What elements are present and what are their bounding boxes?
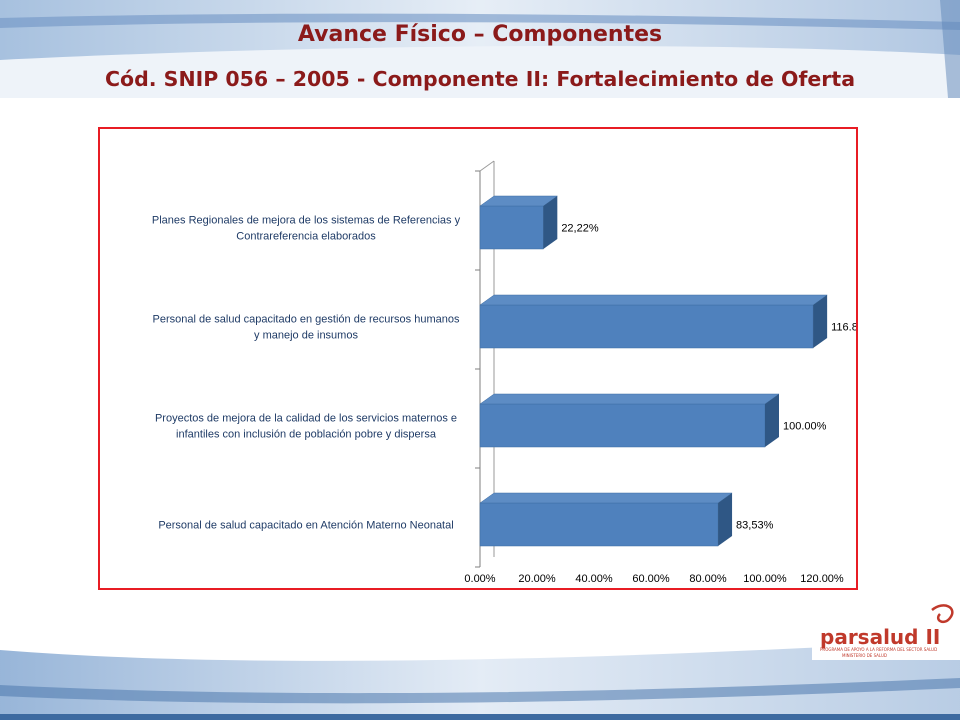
category-label: Personal de salud capacitado en Atención… [158,520,453,532]
data-label: 116.89% [831,322,856,334]
bar-top [479,294,828,306]
x-tick-label: 0.00% [464,573,495,585]
bar-top [479,393,780,405]
page-title: Avance Físico – Componentes [297,22,663,47]
x-tick-label: 100.00% [743,573,787,585]
data-label: 83,53% [736,520,774,532]
logo-text: parsalud II [820,625,940,649]
data-label: 100.00% [783,421,827,433]
x-tick-label: 20.00% [518,573,556,585]
bar [479,403,766,448]
footer-band [0,640,960,720]
floor-edge [479,160,495,172]
bar-top [479,492,733,504]
bar [479,205,544,250]
x-tick-label: 120.00% [800,573,844,585]
category-label: infantiles con inclusión de población po… [176,429,437,441]
bar [479,304,814,349]
chart-frame: 22,22% Planes Regionales de mejora de los… [98,127,858,590]
bar [479,502,719,547]
category-label: Contrareferencia elaborados [236,231,376,243]
bar-side [765,394,779,447]
data-label: 22,22% [561,223,599,235]
category-label: Proyectos de mejora de la calidad de los… [155,413,457,425]
category-label: Planes Regionales de mejora de los siste… [152,215,461,227]
x-tick-label: 80.00% [689,573,727,585]
parsalud-logo: parsalud II PROGRAMA DE APOYO A LA REFOR… [812,600,960,660]
bar-chart: 22,22% Planes Regionales de mejora de los… [152,160,856,585]
category-label: Personal de salud capacitado en gestión … [153,314,460,326]
bar-side [543,196,558,249]
header-band [0,0,960,98]
bar-side [718,493,733,546]
page-subtitle: Cód. SNIP 056 – 2005 - Componente II: Fo… [104,67,856,91]
logo-tagline: PROGRAMA DE APOYO A LA REFORMA DEL SECTO… [820,647,937,652]
bar-top [479,195,559,207]
bar-side [813,295,828,348]
x-tick-label: 40.00% [575,573,613,585]
category-label: y manejo de insumos [254,330,358,342]
logo-ministry: MINISTERIO DE SALUD [842,653,887,658]
x-tick-label: 60.00% [632,573,670,585]
